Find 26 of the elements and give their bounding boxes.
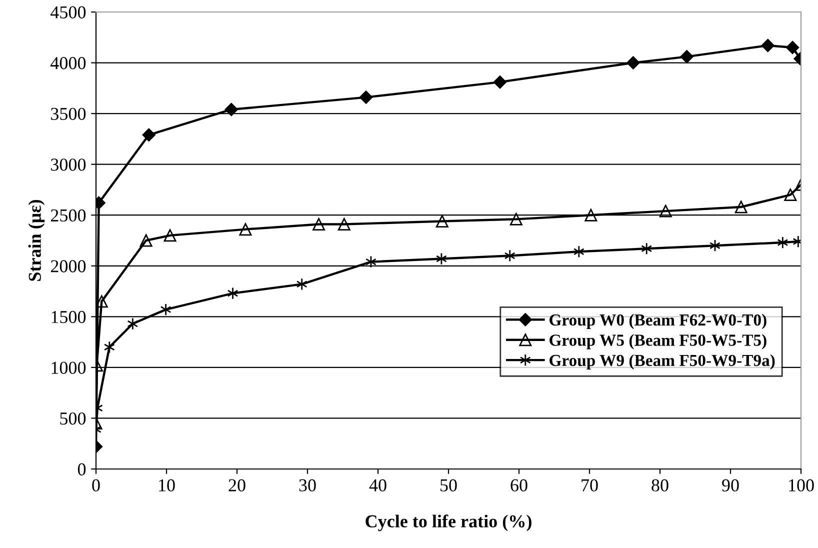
y-tick-label: 1000 bbox=[52, 362, 86, 374]
x-tick-label: 10 bbox=[159, 479, 175, 492]
y-tick-label: 3500 bbox=[51, 108, 86, 120]
legend-label: Group W9 (Beam F50-W9-T9a) bbox=[550, 354, 775, 370]
y-tick-label: 2000 bbox=[50, 260, 86, 272]
y-tick-label: 0 bbox=[78, 463, 86, 476]
y-axis-title: Strain (με) bbox=[28, 200, 45, 281]
x-tick-label: 20 bbox=[228, 479, 246, 492]
y-tick-label: 2500 bbox=[50, 209, 86, 222]
x-axis-title: Cycle to life ratio (%) bbox=[366, 514, 532, 532]
x-tick-label: 90 bbox=[722, 479, 739, 492]
x-tick-label: 70 bbox=[582, 479, 598, 492]
x-tick-label: 100 bbox=[789, 479, 814, 492]
x-tick-label: 60 bbox=[510, 479, 528, 492]
y-tick-label: 1500 bbox=[52, 310, 86, 324]
x-tick-label: 50 bbox=[440, 479, 457, 492]
y-tick-label: 3000 bbox=[51, 158, 86, 171]
x-tick-label: 30 bbox=[299, 479, 316, 492]
y-tick-label: 4000 bbox=[50, 57, 86, 70]
legend-label: Group W5 (Beam F50-W5-T5) bbox=[550, 334, 766, 350]
x-tick-label: 80 bbox=[652, 479, 668, 492]
y-tick-label: 4500 bbox=[50, 6, 86, 18]
x-tick-label: 0 bbox=[92, 479, 100, 492]
x-tick-label: 40 bbox=[369, 479, 386, 492]
y-tick-label: 500 bbox=[60, 412, 86, 425]
legend-label: Group W0 (Beam F62-W0-T0) bbox=[550, 314, 766, 330]
